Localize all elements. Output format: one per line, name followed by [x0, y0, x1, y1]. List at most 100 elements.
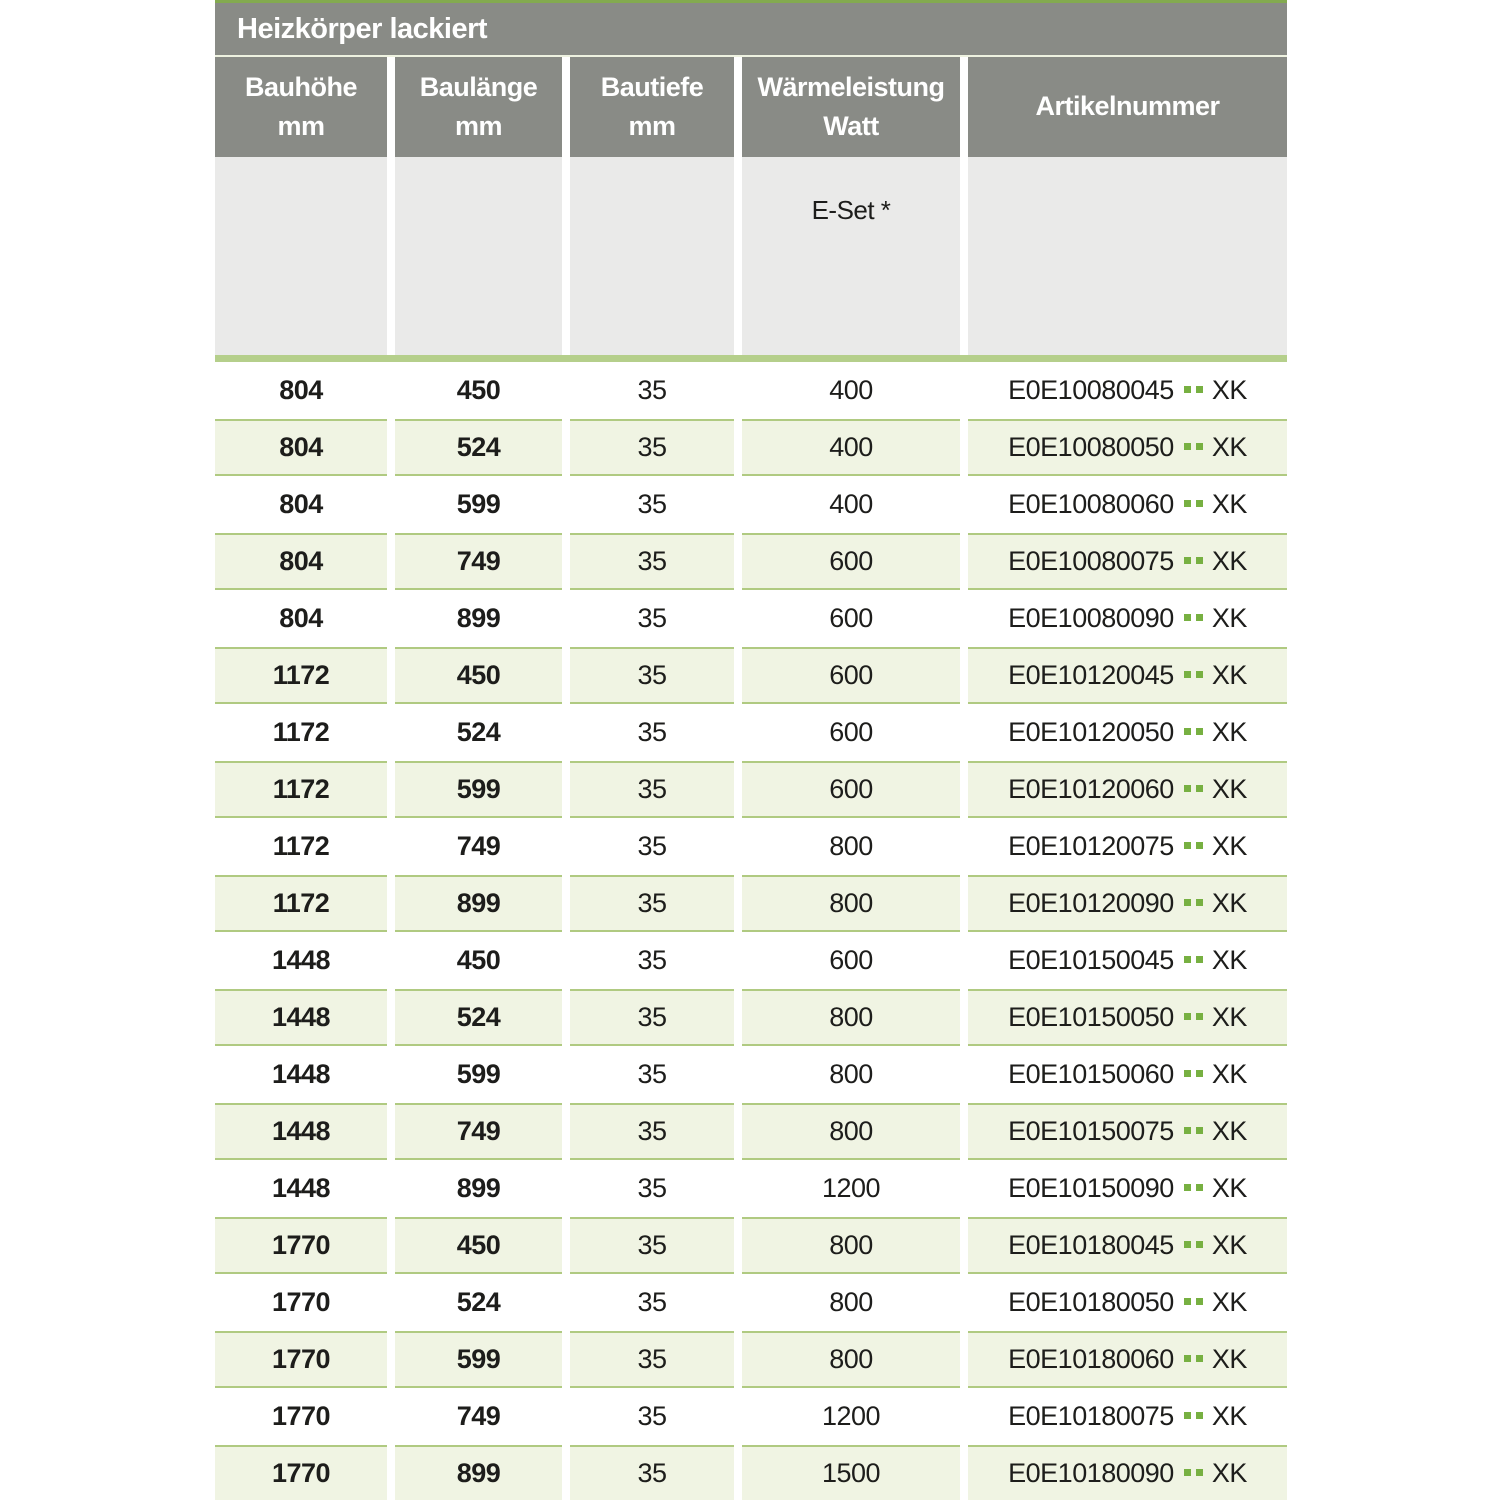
column-header-bautiefe: Bautiefe mm — [570, 57, 734, 157]
cell-artikelnummer: E0E10150060 XK — [968, 1046, 1287, 1103]
artikel-suffix: XK — [1211, 660, 1248, 690]
title-divider-line — [215, 55, 1287, 57]
artikel-prefix: E0E10180060 — [1008, 1344, 1174, 1374]
table-row: 1172 524 35 600 E0E10120050 XK — [215, 704, 1287, 761]
table-row: 804 524 35 400 E0E10080050 XK — [215, 419, 1287, 476]
table-row: 1172 899 35 800 E0E10120090 XK — [215, 875, 1287, 932]
green-dot-icon — [1183, 842, 1191, 849]
cell-bauhoehe: 804 — [215, 362, 387, 419]
cell-artikelnummer: E0E10180060 XK — [968, 1331, 1287, 1388]
cell-watt: 800 — [742, 1046, 960, 1103]
column-header-row: Bauhöhe mm Baulänge mm Bautiefe mm Wärme… — [215, 57, 1287, 157]
cell-bautiefe: 35 — [570, 1217, 734, 1274]
artikel-prefix: E0E10080060 — [1008, 489, 1174, 519]
cell-bauhoehe: 1172 — [215, 818, 387, 875]
column-header-unit: mm — [628, 111, 676, 141]
green-dot-icon — [1183, 1355, 1191, 1362]
table-row: 1448 899 35 1200 E0E10150090 XK — [215, 1160, 1287, 1217]
artikel-prefix: E0E10150075 — [1008, 1116, 1174, 1146]
table-row: 1448 599 35 800 E0E10150060 XK — [215, 1046, 1287, 1103]
column-header-label: Baulänge — [419, 71, 538, 102]
artikel-prefix: E0E10150090 — [1008, 1173, 1174, 1203]
green-dot-icon — [1195, 614, 1203, 621]
green-dot-icon — [1195, 1469, 1203, 1476]
artikel-suffix: XK — [1211, 489, 1248, 519]
cell-bauhoehe: 1448 — [215, 1046, 387, 1103]
artikel-suffix: XK — [1211, 1344, 1248, 1374]
artikel-suffix: XK — [1211, 1458, 1248, 1488]
green-dot-icon — [1195, 1298, 1203, 1305]
artikel-suffix: XK — [1211, 945, 1248, 975]
green-dot-icon — [1183, 386, 1191, 393]
cell-baulaenge: 899 — [395, 875, 562, 932]
cell-watt: 600 — [742, 932, 960, 989]
cell-bautiefe: 35 — [570, 533, 734, 590]
subheader-cell-bautiefe — [570, 157, 734, 355]
table-top-accent-line — [215, 0, 1287, 3]
artikel-suffix: XK — [1211, 1230, 1248, 1260]
green-dot-icon — [1183, 1013, 1191, 1020]
cell-baulaenge: 599 — [395, 1046, 562, 1103]
cell-watt: 800 — [742, 875, 960, 932]
cell-watt: 800 — [742, 989, 960, 1046]
artikel-suffix: XK — [1211, 717, 1248, 747]
cell-watt: 800 — [742, 1217, 960, 1274]
table-row: 804 899 35 600 E0E10080090 XK — [215, 590, 1287, 647]
cell-baulaenge: 450 — [395, 1217, 562, 1274]
cell-artikelnummer: E0E10180075 XK — [968, 1388, 1287, 1445]
table-row: 1172 599 35 600 E0E10120060 XK — [215, 761, 1287, 818]
subheader-cell-artikelnummer — [968, 157, 1287, 355]
cell-watt: 800 — [742, 1274, 960, 1331]
cell-artikelnummer: E0E10080090 XK — [968, 590, 1287, 647]
cell-watt: 800 — [742, 1103, 960, 1160]
green-dot-icon — [1195, 386, 1203, 393]
cell-bauhoehe: 1770 — [215, 1445, 387, 1500]
cell-bautiefe: 35 — [570, 476, 734, 533]
cell-bauhoehe: 1172 — [215, 875, 387, 932]
artikel-prefix: E0E10150050 — [1008, 1002, 1174, 1032]
cell-bauhoehe: 1172 — [215, 704, 387, 761]
cell-bautiefe: 35 — [570, 761, 734, 818]
cell-artikelnummer: E0E10150050 XK — [968, 989, 1287, 1046]
cell-artikelnummer: E0E10150090 XK — [968, 1160, 1287, 1217]
green-dot-icon — [1183, 443, 1191, 450]
green-dot-icon — [1183, 1469, 1191, 1476]
artikel-prefix: E0E10080075 — [1008, 546, 1174, 576]
artikel-prefix: E0E10120060 — [1008, 774, 1174, 804]
green-dot-icon — [1195, 557, 1203, 564]
green-dot-icon — [1183, 728, 1191, 735]
artikel-suffix: XK — [1211, 1173, 1248, 1203]
cell-bauhoehe: 1448 — [215, 1103, 387, 1160]
artikel-prefix: E0E10080050 — [1008, 432, 1174, 462]
artikel-prefix: E0E10120090 — [1008, 888, 1174, 918]
cell-bautiefe: 35 — [570, 818, 734, 875]
green-dot-icon — [1195, 1127, 1203, 1134]
cell-bauhoehe: 1770 — [215, 1331, 387, 1388]
green-dot-icon — [1195, 842, 1203, 849]
table-row: 1448 524 35 800 E0E10150050 XK — [215, 989, 1287, 1046]
cell-baulaenge: 599 — [395, 761, 562, 818]
green-dot-icon — [1183, 1070, 1191, 1077]
column-header-unit: mm — [277, 111, 325, 141]
cell-bautiefe: 35 — [570, 989, 734, 1046]
table-title-bar: Heizkörper lackiert — [215, 3, 1287, 55]
column-header-label: Bautiefe — [600, 71, 704, 102]
artikel-prefix: E0E10080045 — [1008, 375, 1174, 405]
artikel-suffix: XK — [1211, 888, 1248, 918]
table-row: 1770 899 35 1500 E0E10180090 XK — [215, 1445, 1287, 1500]
column-header-unit: mm — [454, 111, 503, 141]
cell-bauhoehe: 804 — [215, 476, 387, 533]
green-dot-icon — [1195, 1241, 1203, 1248]
table-row: 1448 749 35 800 E0E10150075 XK — [215, 1103, 1287, 1160]
green-dot-icon — [1183, 785, 1191, 792]
eset-label: E-Set * — [811, 195, 891, 225]
header-body-separator-line — [215, 355, 1287, 362]
cell-artikelnummer: E0E10180050 XK — [968, 1274, 1287, 1331]
cell-baulaenge: 450 — [395, 362, 562, 419]
cell-baulaenge: 899 — [395, 1160, 562, 1217]
table-row: 804 599 35 400 E0E10080060 XK — [215, 476, 1287, 533]
artikel-suffix: XK — [1211, 1287, 1248, 1317]
artikel-prefix: E0E10080090 — [1008, 603, 1174, 633]
cell-artikelnummer: E0E10120050 XK — [968, 704, 1287, 761]
cell-bauhoehe: 804 — [215, 419, 387, 476]
